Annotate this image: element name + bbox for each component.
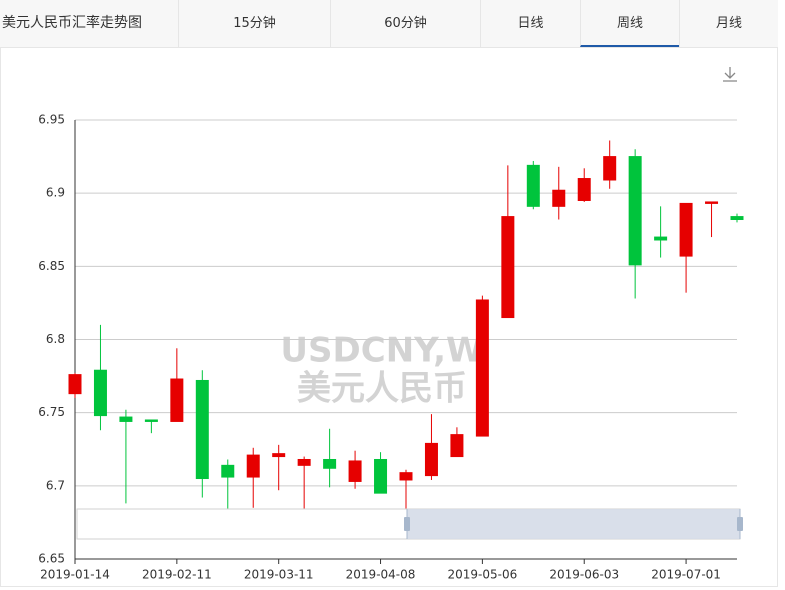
candle xyxy=(475,295,489,437)
candle-body xyxy=(272,453,286,458)
candle xyxy=(68,373,82,399)
candle xyxy=(577,168,591,202)
candle xyxy=(170,348,184,422)
candle xyxy=(323,428,337,488)
candle-body xyxy=(93,369,107,417)
candle xyxy=(526,160,540,210)
zoom-handle-grip xyxy=(737,517,743,531)
candle-body xyxy=(144,419,158,422)
zoom-handle[interactable] xyxy=(404,509,410,539)
tab[interactable]: 月线 xyxy=(679,0,778,47)
watermark: 美元人民币 xyxy=(297,369,467,409)
candle-body xyxy=(221,464,235,478)
y-tick-label: 6.85 xyxy=(38,259,65,273)
x-tick-label: 2019-02-11 xyxy=(142,568,212,582)
x-tick-label: 2019-04-08 xyxy=(346,568,416,582)
tab-bar: 美元人民币汇率走势图 15分钟 60分钟 日线 周线 月线 xyxy=(0,0,778,48)
candle-body xyxy=(705,201,719,204)
x-tick-label: 2019-01-14 xyxy=(40,568,110,582)
candle-body xyxy=(628,156,642,266)
x-tick-label: 2019-03-11 xyxy=(244,568,314,582)
tab[interactable]: 60分钟 xyxy=(330,0,480,47)
candle-body xyxy=(730,216,744,221)
candle xyxy=(603,140,617,189)
candle-body xyxy=(654,236,668,241)
candle xyxy=(552,166,566,220)
candle-body xyxy=(170,378,184,422)
y-tick-label: 6.65 xyxy=(38,552,65,566)
y-tick-label: 6.8 xyxy=(46,332,65,346)
y-tick-label: 6.75 xyxy=(38,405,65,419)
y-tick-label: 6.7 xyxy=(46,478,65,492)
candle-body xyxy=(68,374,82,395)
x-tick-label: 2019-06-03 xyxy=(549,568,619,582)
candle-body xyxy=(297,458,311,466)
candle-body xyxy=(399,472,413,481)
chart-panel xyxy=(0,48,778,587)
candle-body xyxy=(577,178,591,201)
candle xyxy=(93,324,107,431)
data-zoom xyxy=(76,508,743,540)
x-tick-label: 2019-05-06 xyxy=(448,568,518,582)
candle-body xyxy=(603,156,617,181)
candle-body xyxy=(119,416,133,422)
candle-body xyxy=(348,460,362,482)
candle-body xyxy=(450,434,464,458)
zoom-handle-grip xyxy=(404,517,410,531)
candle xyxy=(679,202,693,293)
y-tick-label: 6.9 xyxy=(46,186,65,200)
candle-body xyxy=(501,216,515,319)
tab[interactable]: 周线 xyxy=(580,0,679,47)
y-tick-label: 6.95 xyxy=(38,113,65,127)
candle xyxy=(272,444,286,491)
candle-body xyxy=(195,379,209,480)
candle xyxy=(730,213,744,223)
candle-body xyxy=(323,458,337,469)
download-button[interactable] xyxy=(723,67,737,82)
candle xyxy=(628,149,642,299)
candle xyxy=(119,409,133,504)
tab[interactable]: 日线 xyxy=(480,0,580,47)
candle-body xyxy=(679,202,693,257)
x-tick-label: 2019-07-01 xyxy=(651,568,721,582)
candle-body xyxy=(526,164,540,207)
candle-body xyxy=(246,454,260,478)
candle xyxy=(246,447,260,508)
watermark: USDCNY,W xyxy=(280,331,483,371)
candle xyxy=(348,450,362,489)
candle xyxy=(450,427,464,458)
candle-body xyxy=(424,442,438,477)
candle-body xyxy=(374,458,388,494)
page-title: 美元人民币汇率走势图 xyxy=(2,15,142,31)
download-icon xyxy=(723,67,737,82)
candle xyxy=(501,165,515,319)
candle xyxy=(654,206,668,258)
zoom-handle[interactable] xyxy=(737,509,743,539)
candle xyxy=(424,414,438,480)
candle-body xyxy=(475,299,489,437)
candle xyxy=(374,452,388,494)
candle xyxy=(144,419,158,434)
candle xyxy=(705,201,719,238)
tab[interactable]: 15分钟 xyxy=(178,0,330,47)
zoom-selection xyxy=(407,509,740,539)
candle-body xyxy=(552,189,566,207)
candle xyxy=(195,370,209,498)
